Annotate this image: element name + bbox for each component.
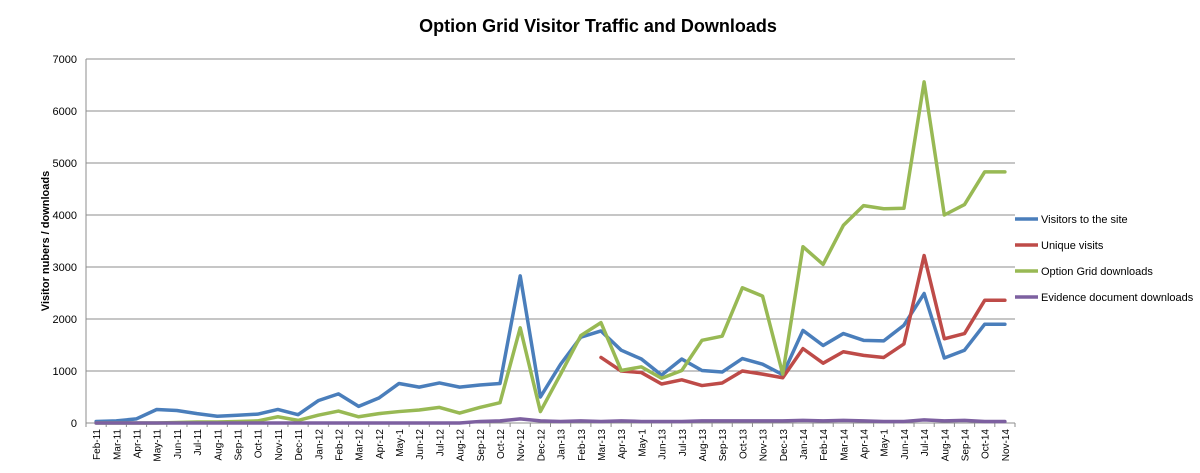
series-line-unique-visits — [599, 253, 1007, 388]
x-tick-label: Jul-11 — [193, 429, 204, 456]
x-tick-label: Mar-11 — [112, 429, 123, 460]
x-tick-labels: Feb-11 Mar-11 Apr-11 May-11 Jun-11 Jul-11 Aug-… — [92, 429, 1012, 462]
x-tick-label: Feb-11 — [92, 429, 103, 460]
x-tick-label: Apr-12 — [375, 429, 386, 459]
x-tick-label: Jun-13 — [658, 429, 669, 460]
x-tick-label: Dec-13 — [779, 429, 790, 462]
x-tick-label: Nov-13 — [759, 429, 770, 462]
x-tick-label: Dec-12 — [536, 429, 547, 462]
legend: Visitors to the site Unique visits Option … — [1015, 214, 1194, 304]
y-tick-label: 7000 — [53, 54, 77, 66]
y-tick-label: 1000 — [53, 366, 77, 378]
y-axis-label: Visitor nubers / downloads — [40, 171, 52, 311]
x-tick-label: May-1 — [880, 429, 891, 457]
y-tick-label: 0 — [71, 418, 77, 430]
x-tick-label: Nov-14 — [1001, 429, 1012, 462]
series-lines — [94, 80, 1007, 425]
y-tick-label: 5000 — [53, 158, 77, 170]
x-tick-label: Apr-13 — [617, 429, 628, 459]
x-tick-label: Mar-14 — [839, 429, 850, 461]
x-tick-label: Sep-14 — [961, 429, 972, 462]
x-tick-label: Jun-11 — [173, 429, 184, 459]
x-tick-label: Oct-14 — [981, 429, 992, 459]
x-tick-label: May-1 — [637, 429, 648, 457]
x-tick-label: Jan-14 — [799, 429, 810, 460]
x-tick-label: Aug-12 — [456, 429, 467, 462]
x-tick-label: Jul-13 — [678, 429, 689, 457]
series-line-evidence-document-downloads — [94, 417, 1007, 425]
x-tick-label: Feb-12 — [334, 429, 345, 461]
x-tick-label: Dec-11 — [294, 429, 305, 461]
x-tick-label: Nov-11 — [274, 429, 285, 461]
y-tick-label: 4000 — [53, 210, 77, 222]
x-tick-label: Oct-11 — [254, 429, 265, 459]
legend-label-option-grid-downloads: Option Grid downloads — [1041, 266, 1153, 278]
grid-lines — [86, 58, 1015, 372]
legend-label-evidence-document-downloads: Evidence document downloads — [1041, 292, 1194, 304]
x-tick-label: Jun-12 — [415, 429, 426, 460]
x-tick-label: Jan-12 — [314, 429, 325, 460]
x-tick-label: May-1 — [395, 429, 406, 457]
x-tick-label: Sep-11 — [233, 429, 244, 461]
series-line-option-grid-downloads — [94, 80, 1007, 425]
x-tick-label: Feb-13 — [577, 429, 588, 461]
x-tick-label: Aug-11 — [213, 429, 224, 461]
x-tick-label: Sep-12 — [476, 429, 487, 462]
x-tick-label: Apr-14 — [860, 429, 871, 459]
x-tick-label: Oct-12 — [496, 429, 507, 459]
legend-label-visitors-to-the-site: Visitors to the site — [1041, 214, 1128, 226]
x-tick-label: Jul-12 — [435, 429, 446, 457]
x-tick-label: Jan-13 — [557, 429, 568, 460]
x-tick-label: Aug-13 — [698, 429, 709, 462]
series-line-visitors-to-the-site — [94, 274, 1007, 424]
x-tick-label: Aug-14 — [940, 429, 951, 462]
x-tick-label: May-11 — [153, 429, 164, 462]
x-tick-label: Sep-13 — [718, 429, 729, 462]
y-tick-labels: 0 1000 2000 3000 4000 5000 6000 7000 — [53, 54, 77, 430]
chart-title: Option Grid Visitor Traffic and Download… — [419, 16, 777, 36]
x-tick-label: Apr-11 — [132, 429, 143, 459]
x-tick-label: Mar-12 — [355, 429, 366, 461]
legend-label-unique-visits: Unique visits — [1041, 240, 1104, 252]
x-tick-label: Feb-14 — [819, 429, 830, 461]
x-tick-label: Oct-13 — [738, 429, 749, 459]
x-tick-label: Nov-12 — [516, 429, 527, 462]
y-tick-label: 6000 — [53, 106, 77, 118]
axes — [85, 59, 1016, 427]
x-tick-label: Mar-13 — [597, 429, 608, 461]
x-tick-label: Jun-14 — [900, 429, 911, 460]
y-tick-label: 2000 — [53, 314, 77, 326]
y-tick-label: 3000 — [53, 262, 77, 274]
x-tick-label: Jul-14 — [920, 429, 931, 457]
